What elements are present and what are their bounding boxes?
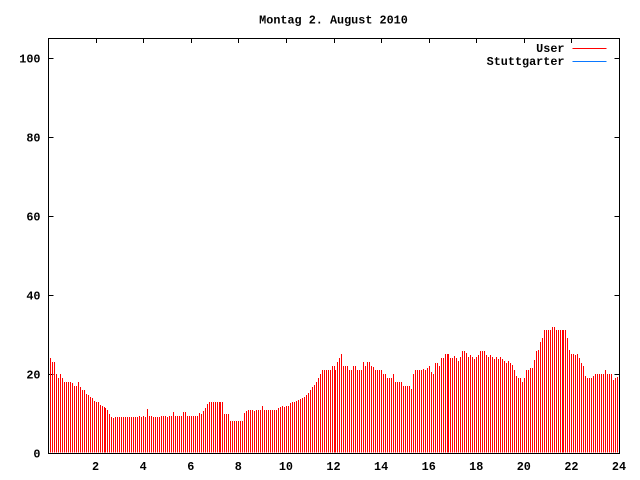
- svg-text:16: 16: [422, 460, 436, 474]
- svg-text:4: 4: [140, 460, 147, 474]
- svg-text:40: 40: [26, 290, 40, 304]
- svg-text:Montag 2. August 2010: Montag 2. August 2010: [259, 14, 408, 28]
- svg-text:18: 18: [469, 460, 483, 474]
- svg-text:8: 8: [235, 460, 242, 474]
- svg-text:6: 6: [187, 460, 194, 474]
- svg-text:14: 14: [374, 460, 388, 474]
- svg-text:0: 0: [33, 448, 40, 462]
- svg-text:User: User: [536, 42, 564, 56]
- svg-text:10: 10: [279, 460, 293, 474]
- svg-text:80: 80: [26, 132, 40, 146]
- svg-text:22: 22: [564, 460, 578, 474]
- svg-text:Stuttgarter: Stuttgarter: [487, 55, 565, 69]
- svg-text:24: 24: [612, 460, 626, 474]
- svg-text:2: 2: [92, 460, 99, 474]
- svg-text:20: 20: [517, 460, 531, 474]
- svg-text:20: 20: [26, 369, 40, 383]
- svg-text:12: 12: [326, 460, 340, 474]
- svg-text:100: 100: [19, 53, 40, 67]
- svg-text:60: 60: [26, 211, 40, 225]
